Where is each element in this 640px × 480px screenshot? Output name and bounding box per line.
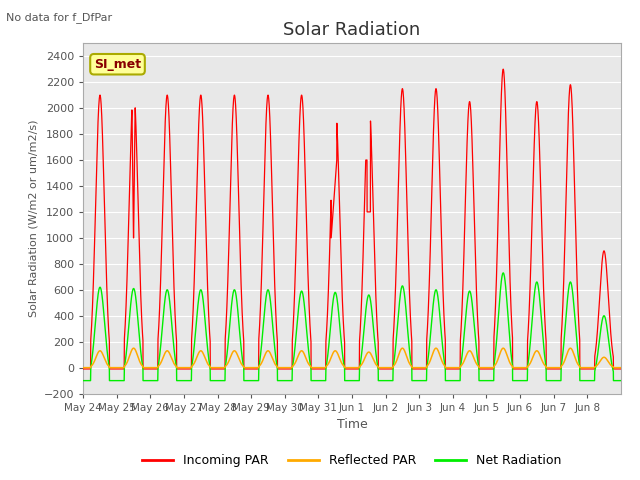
X-axis label: Time: Time — [337, 418, 367, 431]
Y-axis label: Solar Radiation (W/m2 or um/m2/s): Solar Radiation (W/m2 or um/m2/s) — [28, 120, 38, 317]
Text: No data for f_DfPar: No data for f_DfPar — [6, 12, 113, 23]
Text: SI_met: SI_met — [94, 58, 141, 71]
Legend: Incoming PAR, Reflected PAR, Net Radiation: Incoming PAR, Reflected PAR, Net Radiati… — [137, 449, 567, 472]
Title: Solar Radiation: Solar Radiation — [284, 21, 420, 39]
